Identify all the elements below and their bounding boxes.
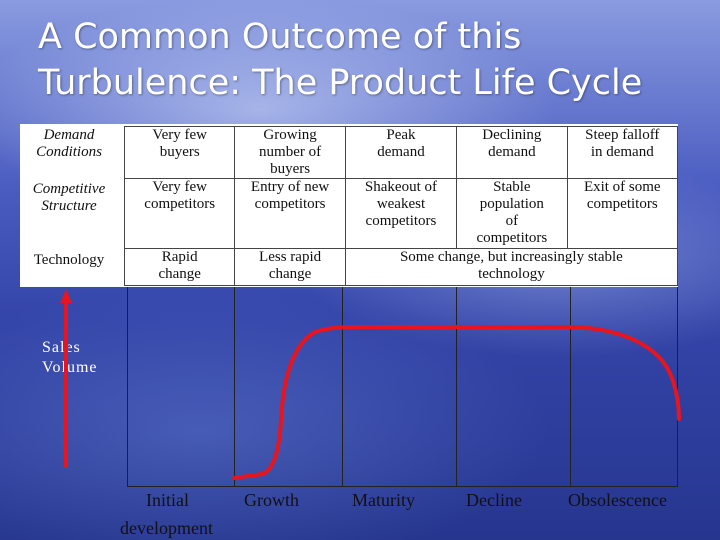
cell-text: Some change, but increasingly stable bbox=[399, 249, 623, 265]
row-label-technology-line1: Technology bbox=[33, 252, 105, 268]
row-label-technology: Technology bbox=[20, 252, 118, 269]
table-cell: Shakeout of weakest competitors bbox=[344, 178, 458, 249]
cell-text: Very few bbox=[152, 127, 207, 143]
stage-growth: Growth bbox=[244, 490, 299, 511]
cell-text: demand bbox=[488, 144, 536, 160]
table-cell: Steep falloff in demand bbox=[566, 126, 679, 179]
stage-divider bbox=[342, 287, 343, 487]
cell-text: in demand bbox=[590, 144, 654, 160]
cell-text: buyers bbox=[159, 144, 200, 160]
baseline bbox=[127, 486, 678, 487]
cell-text: competitors bbox=[586, 196, 658, 212]
cell-text: change bbox=[158, 266, 201, 282]
cell-text: competitors bbox=[254, 196, 326, 212]
axis-label-sales-volume: Sales Volume bbox=[42, 338, 97, 378]
table-row-technology: Rapid change Less rapid change Some change… bbox=[123, 248, 679, 286]
slide-title: A Common Outcome of this Turbulence: The… bbox=[38, 14, 708, 106]
table-cell: Very few competitors bbox=[123, 178, 236, 249]
table-row-demand: Very few buyers Growing number of buyers Pe… bbox=[123, 126, 679, 179]
table-cell: Declining demand bbox=[456, 126, 568, 179]
cell-text: competitors bbox=[365, 213, 437, 229]
row-label-demand-line1: Demand bbox=[43, 127, 95, 143]
table-row-competitive: Very few competitors Entry of new competit… bbox=[123, 178, 679, 249]
stage-label-line1: Decline bbox=[466, 490, 522, 510]
axis-label-line2: Volume bbox=[42, 359, 98, 376]
table-cell: Less rapid change bbox=[234, 248, 346, 286]
stage-divider bbox=[234, 287, 235, 487]
stage-initial-development-line2: development bbox=[120, 518, 213, 539]
cell-text: Steep falloff bbox=[585, 127, 660, 143]
table-cell: Exit of some competitors bbox=[566, 178, 679, 249]
cell-text: demand bbox=[377, 144, 425, 160]
cell-text: buyers bbox=[270, 161, 311, 177]
title-line-1: A Common Outcome of this bbox=[38, 17, 522, 57]
stage-maturity: Maturity bbox=[352, 490, 415, 511]
table-cell: Rapid change bbox=[123, 248, 236, 286]
table-cell: Some change, but increasingly stable tech… bbox=[344, 248, 679, 286]
cell-text: Less rapid bbox=[259, 249, 322, 265]
cell-text: competitors bbox=[144, 196, 216, 212]
table-cell: Stable population of competitors bbox=[456, 178, 568, 249]
row-label-competitive-line2: Structure bbox=[41, 198, 97, 214]
cell-text: Declining bbox=[482, 127, 542, 143]
table-cell: Entry of new competitors bbox=[234, 178, 346, 249]
cell-text: competitors bbox=[476, 230, 548, 246]
cell-text: weakest bbox=[376, 196, 426, 212]
table-cell: Growing number of buyers bbox=[234, 126, 346, 179]
cell-text: technology bbox=[478, 266, 545, 282]
arrow-head-icon bbox=[60, 289, 72, 303]
cell-text: number of bbox=[259, 144, 322, 160]
stage-label-line2: development bbox=[120, 518, 213, 538]
row-label-demand-line2: Conditions bbox=[36, 144, 102, 160]
cell-text: Shakeout of bbox=[364, 179, 437, 195]
stage-obsolescence: Obsolescence bbox=[568, 490, 667, 511]
cell-text: Stable bbox=[493, 179, 531, 195]
cell-text: Peak bbox=[386, 127, 416, 143]
cell-text: Rapid bbox=[161, 249, 198, 265]
stage-initial-development: Initial bbox=[146, 490, 189, 511]
cell-text: Exit of some bbox=[583, 179, 661, 195]
table-cell: Very few buyers bbox=[123, 126, 236, 179]
stage-decline: Decline bbox=[466, 490, 522, 511]
stage-label-line1: Maturity bbox=[352, 490, 415, 510]
title-line-2: Turbulence: The Product Life Cycle bbox=[38, 63, 643, 103]
row-label-competitive: Competitive Structure bbox=[20, 181, 118, 215]
cell-text: of bbox=[505, 213, 519, 229]
cell-text: population bbox=[479, 196, 544, 212]
cell-text: change bbox=[268, 266, 312, 282]
lifecycle-table: Very few buyers Growing number of buyers Pe… bbox=[123, 126, 679, 286]
cell-text: Growing bbox=[263, 127, 317, 143]
stage-label-line1: Obsolescence bbox=[568, 490, 667, 510]
stage-divider bbox=[456, 287, 457, 487]
stage-divider bbox=[570, 287, 571, 487]
stage-divider bbox=[677, 287, 678, 487]
stage-divider bbox=[127, 287, 128, 487]
row-label-demand: Demand Conditions bbox=[26, 127, 112, 161]
axis-label-line1: Sales bbox=[42, 339, 81, 356]
lifecycle-table-panel: Demand Conditions Competitive Structure … bbox=[20, 124, 679, 287]
cell-text: Entry of new bbox=[250, 179, 330, 195]
row-label-competitive-line1: Competitive bbox=[32, 181, 106, 197]
cell-text: Very few bbox=[152, 179, 207, 195]
stage-label-line1: Growth bbox=[244, 490, 299, 510]
table-cell: Peak demand bbox=[344, 126, 458, 179]
stage-label-line1: Initial bbox=[146, 490, 189, 510]
